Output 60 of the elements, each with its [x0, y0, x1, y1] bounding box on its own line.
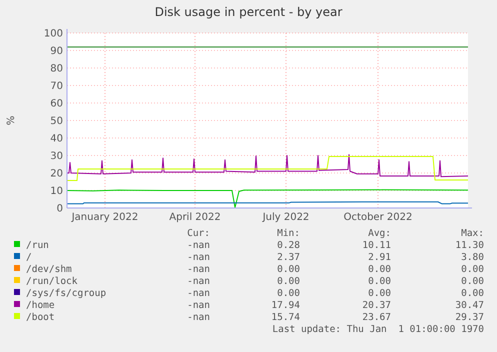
text: 3.80 [461, 252, 484, 263]
y-tick-label: 90 [50, 46, 63, 57]
text: 0.28 [277, 240, 300, 251]
text: Last update: Thu Jan 1 01:00:00 1970 [272, 324, 484, 335]
y-tick-label: 80 [50, 64, 63, 74]
text: Min: [277, 228, 300, 239]
text: 29.37 [455, 312, 484, 323]
text: 2.37 [277, 252, 300, 263]
y-tick-label: 40 [50, 134, 63, 144]
text: Avg: [368, 228, 391, 239]
text: -nan [187, 264, 210, 275]
legend-label: /boot [26, 312, 55, 323]
x-tick-label: January 2022 [70, 212, 138, 223]
text: 23.67 [362, 312, 391, 323]
legend-label: /sys/fs/cgroup [26, 288, 106, 299]
text: 0.00 [461, 276, 484, 287]
y-axis-title: % [6, 116, 17, 126]
text: 15.74 [271, 312, 300, 323]
y-tick-label: 10 [50, 186, 63, 197]
y-tick-label: 60 [50, 98, 63, 110]
text: 0.00 [277, 288, 300, 299]
text: Max: [461, 228, 484, 239]
y-tick-label: 50 [50, 116, 63, 127]
legend-label: /run/lock [26, 276, 78, 287]
text: 0.00 [461, 288, 484, 299]
text: 11.30 [455, 240, 484, 251]
text: -nan [187, 276, 210, 287]
text: 20.37 [362, 300, 391, 311]
text: 0.00 [277, 264, 300, 275]
text: 17.94 [271, 300, 300, 311]
y-tick-label: 30 [50, 151, 63, 162]
text: 30.47 [455, 300, 484, 311]
line-series [66, 189, 468, 208]
x-tick-label: October 2022 [344, 212, 412, 223]
text: -nan [187, 252, 210, 263]
legend-label: / [26, 252, 32, 263]
text: 0.00 [368, 264, 392, 275]
legend-label: /run [26, 240, 49, 251]
y-tick-label: 20 [50, 168, 63, 180]
text: 10.11 [362, 240, 392, 251]
text: Cur: [187, 228, 210, 239]
y-tick-label: 0 [56, 204, 63, 214]
text: -nan [187, 300, 210, 311]
chart-title: Disk usage in percent - by year [154, 5, 342, 19]
x-tick-label: July 2022 [262, 212, 310, 223]
y-tick-label: 70 [50, 81, 63, 92]
text: 2.91 [368, 252, 392, 263]
text: -nan [187, 312, 210, 323]
legend-label: /dev/shm [26, 264, 72, 275]
text: 0.00 [368, 288, 392, 299]
x-tick-label: April 2022 [169, 212, 221, 223]
legend-label: /home [26, 300, 55, 311]
y-tick-label: 100 [44, 28, 63, 40]
line-series [66, 156, 468, 182]
text: -nan [187, 240, 210, 251]
line-series [66, 154, 468, 178]
text: 0.00 [461, 264, 484, 275]
text: -nan [187, 288, 210, 299]
text: 0.00 [368, 276, 392, 287]
text: 0.00 [277, 276, 300, 287]
